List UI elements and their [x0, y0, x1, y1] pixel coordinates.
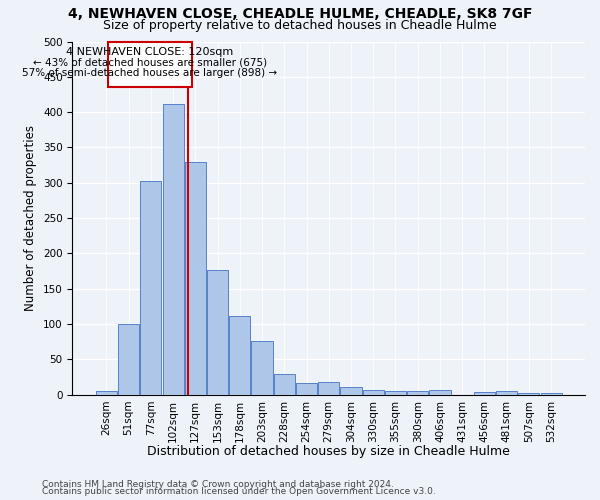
Text: Size of property relative to detached houses in Cheadle Hulme: Size of property relative to detached ho…	[103, 18, 497, 32]
X-axis label: Distribution of detached houses by size in Cheadle Hulme: Distribution of detached houses by size …	[148, 444, 510, 458]
Y-axis label: Number of detached properties: Number of detached properties	[25, 125, 37, 311]
Bar	[318, 382, 340, 394]
Text: 4 NEWHAVEN CLOSE: 120sqm: 4 NEWHAVEN CLOSE: 120sqm	[66, 47, 233, 57]
Bar	[430, 390, 451, 394]
Bar	[96, 391, 117, 394]
Bar	[274, 374, 295, 394]
Text: ← 43% of detached houses are smaller (675): ← 43% of detached houses are smaller (67…	[32, 57, 267, 67]
Bar	[496, 391, 517, 394]
Bar	[140, 182, 161, 394]
Text: Contains HM Land Registry data © Crown copyright and database right 2024.: Contains HM Land Registry data © Crown c…	[42, 480, 394, 489]
Text: 4, NEWHAVEN CLOSE, CHEADLE HULME, CHEADLE, SK8 7GF: 4, NEWHAVEN CLOSE, CHEADLE HULME, CHEADL…	[68, 8, 532, 22]
Bar	[407, 391, 428, 394]
Bar	[474, 392, 495, 394]
Bar	[340, 387, 362, 394]
Bar	[185, 162, 206, 394]
Text: 57% of semi-detached houses are larger (898) →: 57% of semi-detached houses are larger (…	[22, 68, 277, 78]
Bar	[163, 104, 184, 395]
Bar	[207, 270, 228, 394]
Bar	[229, 316, 250, 394]
Bar	[118, 324, 139, 394]
Text: Contains public sector information licensed under the Open Government Licence v3: Contains public sector information licen…	[42, 487, 436, 496]
Bar	[296, 382, 317, 394]
Bar	[251, 341, 272, 394]
Bar	[108, 42, 191, 86]
Bar	[385, 391, 406, 394]
Bar	[362, 390, 384, 394]
